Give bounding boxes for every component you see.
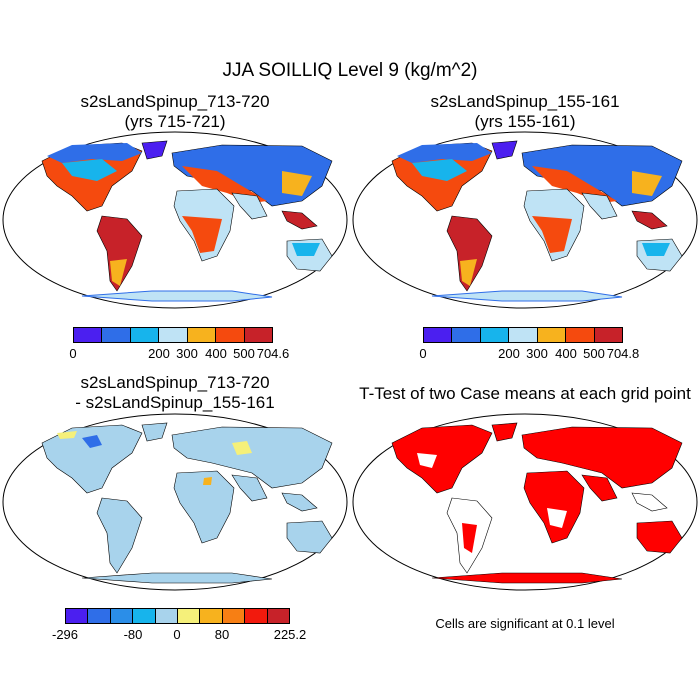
colorbar-swatch: [424, 328, 453, 342]
colorbar-top-right: [423, 327, 623, 343]
colorbar-labels-top-left: 0 200 300 400 500 704.6: [69, 346, 289, 362]
panel-title-line1: s2sLandSpinup_713-720: [80, 92, 270, 111]
colorbar-swatch: [178, 609, 201, 623]
colorbar-swatch: [216, 328, 245, 342]
colorbar-label: 225.2: [273, 627, 307, 642]
panel-title-top-right: s2sLandSpinup_155-161 (yrs 155-161): [350, 92, 700, 132]
colorbar-swatch: [200, 609, 223, 623]
panel-title-line2: - s2sLandSpinup_155-161: [75, 393, 275, 412]
colorbar-label: 0: [419, 346, 427, 361]
colorbar-label: 400: [555, 346, 577, 361]
panel-title-line1: s2sLandSpinup_155-161: [430, 92, 620, 111]
map-top-right: [352, 131, 698, 309]
colorbar-swatch: [566, 328, 595, 342]
colorbar-swatch: [74, 328, 103, 342]
panel-title-top-left: s2sLandSpinup_713-720 (yrs 715-721): [0, 92, 350, 132]
panel-title-line2: (yrs 715-721): [124, 112, 226, 131]
colorbar-swatch: [130, 328, 160, 342]
colorbar-label: -296: [51, 627, 79, 642]
significance-note: Cells are significant at 0.1 level: [435, 616, 615, 631]
colorbar-label: 200: [498, 346, 520, 361]
colorbar-label: 704.6: [256, 346, 290, 361]
colorbar-swatch: [187, 328, 217, 342]
colorbar-labels-bottom-left: -296 -80 0 80 225.2: [52, 627, 306, 643]
colorbar-label: 300: [176, 346, 198, 361]
colorbar-label: 0: [173, 627, 181, 642]
colorbar-swatch: [155, 609, 179, 623]
map-bottom-left: [2, 413, 348, 591]
colorbar-swatch: [244, 328, 272, 342]
colorbar-top-left: [73, 327, 273, 343]
colorbar-label: 80: [214, 627, 230, 642]
colorbar-swatch: [110, 609, 134, 623]
colorbar-swatch: [222, 609, 246, 623]
colorbar-swatch: [537, 328, 567, 342]
colorbar-swatch: [267, 609, 290, 623]
colorbar-label: 200: [148, 346, 170, 361]
colorbar-bottom-left: [65, 608, 290, 624]
colorbar-swatch: [509, 328, 538, 342]
colorbar-labels-top-right: 0 200 300 400 500 704.8: [419, 346, 639, 362]
figure-title: JJA SOILLIQ Level 9 (kg/m^2): [222, 60, 478, 81]
panel-title-bottom-right: T-Test of two Case means at each grid po…: [350, 384, 700, 404]
colorbar-label: -80: [123, 627, 143, 642]
colorbar-label: 500: [233, 346, 255, 361]
colorbar-label: 400: [205, 346, 227, 361]
colorbar-swatch: [452, 328, 481, 342]
panel-title-line1: s2sLandSpinup_713-720: [80, 373, 270, 392]
colorbar-swatch: [594, 328, 622, 342]
colorbar-label: 500: [583, 346, 605, 361]
colorbar-swatch: [133, 609, 156, 623]
colorbar-label: 0: [69, 346, 77, 361]
colorbar-swatch: [245, 609, 268, 623]
colorbar-swatch: [102, 328, 131, 342]
colorbar-label: 300: [526, 346, 548, 361]
colorbar-label: 704.8: [606, 346, 640, 361]
colorbar-swatch: [159, 328, 188, 342]
panel-title-line2: (yrs 155-161): [474, 112, 576, 131]
panel-title-bottom-left: s2sLandSpinup_713-720 - s2sLandSpinup_15…: [0, 373, 350, 413]
panel-title-line1: T-Test of two Case means at each grid po…: [359, 384, 691, 403]
colorbar-swatch: [88, 609, 111, 623]
map-bottom-right: [352, 413, 698, 591]
map-top-left: [2, 131, 348, 309]
colorbar-swatch: [66, 609, 89, 623]
colorbar-swatch: [480, 328, 510, 342]
